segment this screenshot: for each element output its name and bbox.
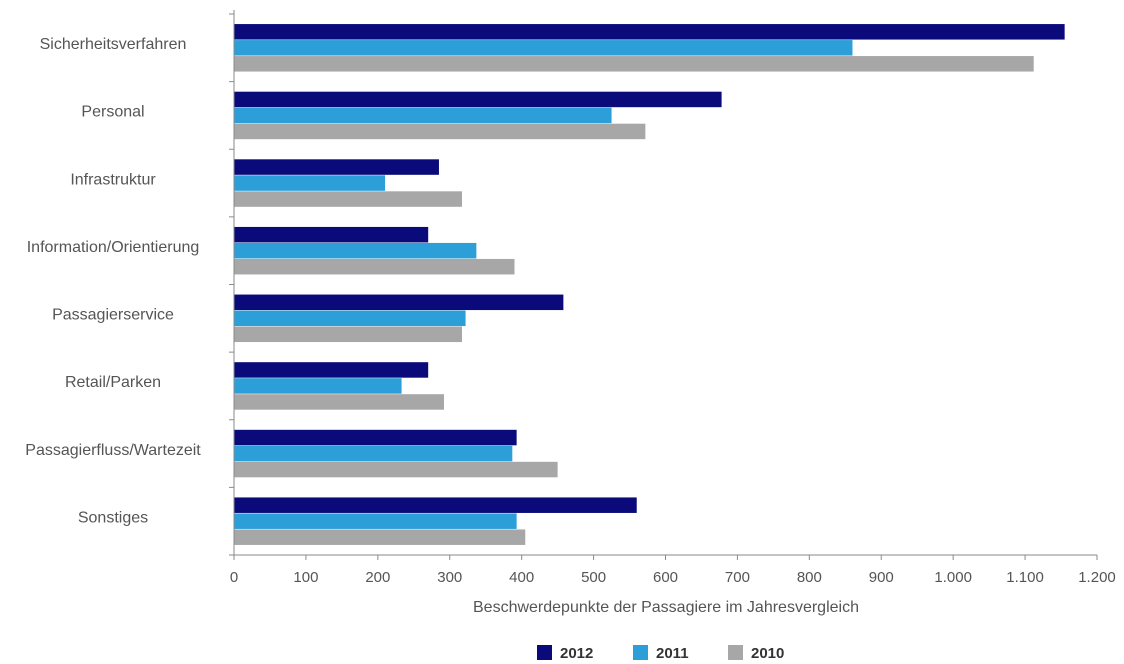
- x-tick-label: 200: [365, 569, 390, 586]
- x-tick-label: 0: [230, 569, 238, 586]
- legend-label-2012: 2012: [560, 645, 593, 662]
- x-tick-label: 400: [509, 569, 534, 586]
- bar-2010-8: [234, 529, 526, 545]
- x-tick-label: 500: [581, 569, 606, 586]
- category-label: Information/Orientierung: [27, 239, 200, 256]
- legend-swatch-2011: [633, 645, 648, 660]
- legend: 2012 2011 2010: [537, 645, 784, 662]
- category-label: Retail/Parken: [65, 374, 161, 391]
- bar-2010-7: [234, 461, 558, 478]
- bar-2012-8: [234, 497, 637, 513]
- category-label: Sonstiges: [78, 509, 148, 526]
- legend-label-2011: 2011: [656, 645, 689, 662]
- category-label: Personal: [81, 104, 144, 121]
- x-tick-label: 800: [797, 569, 822, 586]
- bar-2011-6: [234, 378, 402, 394]
- x-tick-label: 600: [653, 569, 678, 586]
- bar-2012-6: [234, 362, 429, 378]
- bar-2011-5: [234, 310, 466, 327]
- bar-2011-3: [234, 175, 386, 191]
- bar-2011-7: [234, 445, 513, 462]
- bar-2011-4: [234, 242, 477, 259]
- category-label: Infrastruktur: [70, 171, 156, 188]
- axes: [229, 10, 1098, 560]
- legend-label-2010: 2010: [751, 645, 784, 662]
- bar-2012-3: [234, 159, 439, 175]
- x-axis-title: Beschwerdepunkte der Passagiere im Jahre…: [473, 599, 859, 616]
- x-tick-label: 900: [869, 569, 894, 586]
- legend-swatch-2012: [537, 645, 552, 660]
- x-tick-label: 1.000: [934, 569, 972, 586]
- category-label: Passagierfluss/Wartezeit: [25, 442, 201, 459]
- bar-2012-7: [234, 429, 517, 446]
- x-tick-label: 1.100: [1006, 569, 1044, 586]
- category-label: Sicherheitsverfahren: [40, 36, 187, 53]
- bar-2012-2: [234, 91, 722, 108]
- x-tick-label: 100: [293, 569, 318, 586]
- x-tick-labels: 0 100 200 300 400 500 600 700 800 900 1.000 1.100 1.…: [230, 569, 1116, 586]
- x-tick-label: 700: [725, 569, 750, 586]
- bar-2010-6: [234, 394, 444, 410]
- bar-2012-4: [234, 226, 429, 243]
- bar-2010-3: [234, 191, 462, 207]
- category-labels: Sicherheitsverfahren Personal Infrastruktu…: [25, 36, 201, 526]
- bar-2011-1: [234, 40, 853, 56]
- bar-2010-1: [234, 56, 1034, 72]
- bar-2011-8: [234, 513, 517, 529]
- bar-2011-2: [234, 107, 612, 124]
- legend-swatch-2010: [728, 645, 743, 660]
- category-label: Passagierservice: [52, 307, 174, 324]
- bar-2010-5: [234, 326, 462, 343]
- bar-2010-2: [234, 123, 646, 140]
- bars-layer: [234, 24, 1065, 545]
- bar-2012-5: [234, 294, 564, 311]
- x-tick-label: 1.200: [1078, 569, 1116, 586]
- x-tick-label: 300: [437, 569, 462, 586]
- bar-2012-1: [234, 24, 1065, 40]
- bar-2010-4: [234, 258, 515, 275]
